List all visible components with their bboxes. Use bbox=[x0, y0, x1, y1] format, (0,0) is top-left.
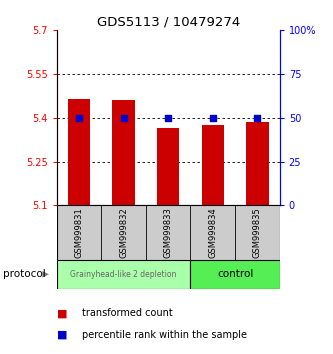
Point bbox=[166, 115, 171, 120]
Text: GSM999833: GSM999833 bbox=[164, 207, 173, 258]
Bar bbox=[201, 125, 224, 205]
Text: transformed count: transformed count bbox=[82, 308, 172, 318]
FancyBboxPatch shape bbox=[190, 260, 280, 289]
Point bbox=[76, 115, 82, 120]
Point bbox=[121, 115, 126, 120]
Point bbox=[210, 115, 215, 120]
Text: control: control bbox=[217, 269, 253, 279]
Text: percentile rank within the sample: percentile rank within the sample bbox=[82, 330, 246, 339]
Bar bbox=[246, 122, 268, 205]
Text: Grainyhead-like 2 depletion: Grainyhead-like 2 depletion bbox=[70, 270, 177, 279]
FancyBboxPatch shape bbox=[57, 260, 190, 289]
FancyBboxPatch shape bbox=[57, 205, 280, 260]
Text: GSM999834: GSM999834 bbox=[208, 207, 217, 258]
Title: GDS5113 / 10479274: GDS5113 / 10479274 bbox=[97, 16, 240, 29]
Bar bbox=[113, 100, 135, 205]
Text: protocol: protocol bbox=[3, 269, 46, 279]
Point bbox=[255, 115, 260, 120]
Text: GSM999831: GSM999831 bbox=[74, 207, 84, 258]
Bar bbox=[157, 128, 179, 205]
Bar bbox=[68, 99, 90, 205]
Text: GSM999835: GSM999835 bbox=[253, 207, 262, 258]
Text: GSM999832: GSM999832 bbox=[119, 207, 128, 258]
Text: ■: ■ bbox=[57, 308, 67, 318]
Text: ■: ■ bbox=[57, 330, 67, 339]
